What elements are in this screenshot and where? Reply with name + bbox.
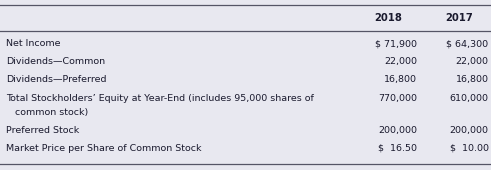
- Text: $ 64,300: $ 64,300: [446, 39, 489, 48]
- Text: 22,000: 22,000: [456, 57, 489, 66]
- Text: $  16.50: $ 16.50: [379, 144, 417, 153]
- Text: Market Price per Share of Common Stock: Market Price per Share of Common Stock: [6, 144, 201, 153]
- Text: 2017: 2017: [445, 13, 473, 23]
- Text: Net Income: Net Income: [6, 39, 60, 48]
- Text: Preferred Stock: Preferred Stock: [6, 126, 79, 135]
- Text: $ 71,900: $ 71,900: [375, 39, 417, 48]
- Text: 22,000: 22,000: [384, 57, 417, 66]
- Text: 610,000: 610,000: [450, 94, 489, 103]
- Text: 2018: 2018: [374, 13, 402, 23]
- Text: Dividends—Common: Dividends—Common: [6, 57, 105, 66]
- Text: common stock): common stock): [6, 108, 88, 117]
- Text: $  10.00: $ 10.00: [450, 144, 489, 153]
- Text: 770,000: 770,000: [379, 94, 417, 103]
- Text: 16,800: 16,800: [456, 75, 489, 84]
- Text: 16,800: 16,800: [384, 75, 417, 84]
- Text: 200,000: 200,000: [379, 126, 417, 135]
- Text: Dividends—Preferred: Dividends—Preferred: [6, 75, 107, 84]
- Text: 200,000: 200,000: [450, 126, 489, 135]
- Text: Total Stockholders’ Equity at Year-End (includes 95,000 shares of: Total Stockholders’ Equity at Year-End (…: [6, 94, 314, 103]
